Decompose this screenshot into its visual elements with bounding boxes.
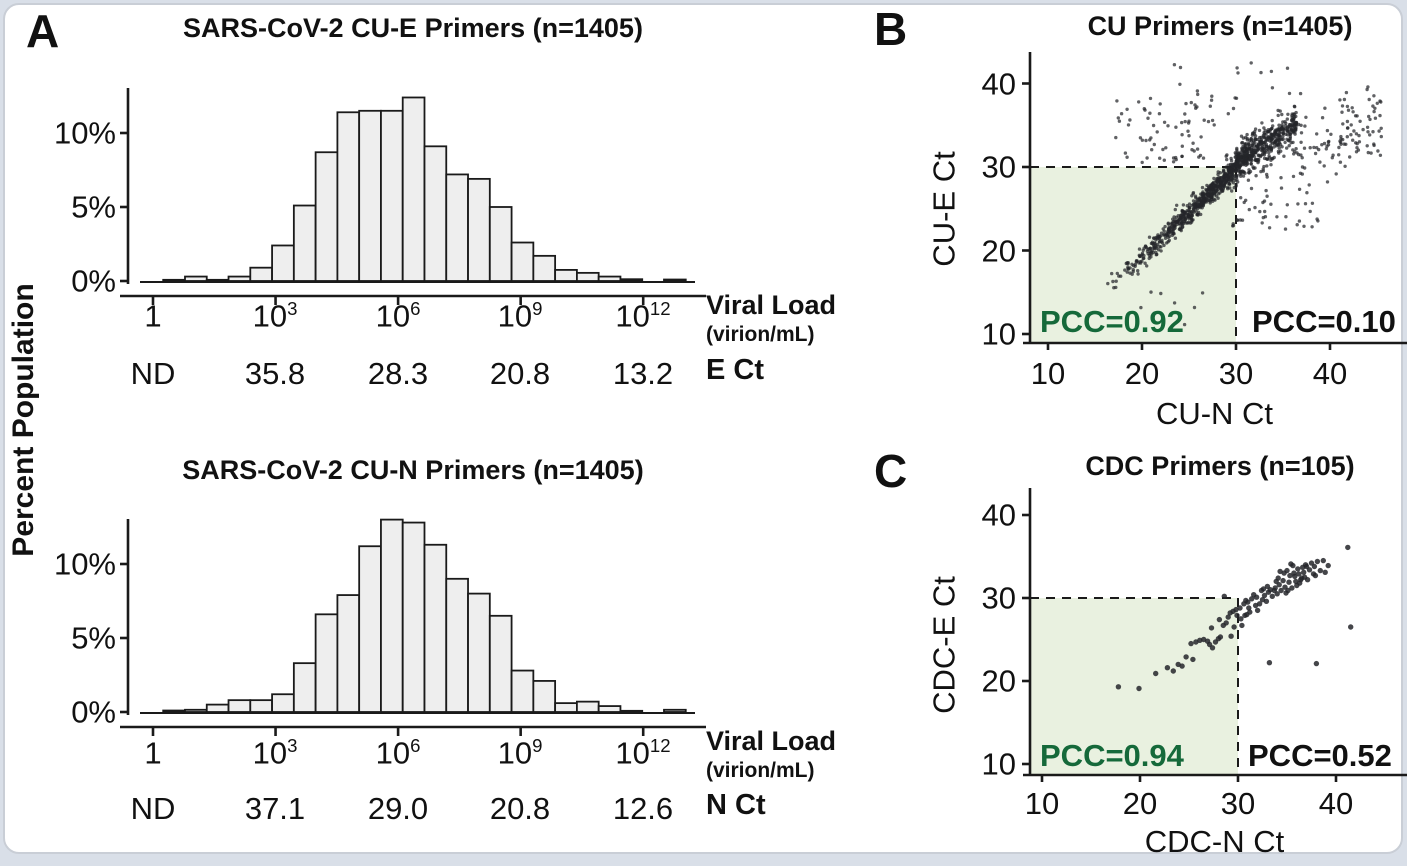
viral-load-axis-label: Viral Load — [706, 726, 837, 756]
viral-load-axis-unit: (virion/mL) — [706, 759, 815, 782]
hist-cun-title: SARS-CoV-2 CU-N Primers (n=1405) — [182, 455, 644, 485]
pcc-outside-value: PCC=0.10 — [1252, 304, 1396, 339]
viral-load-axis-label: Viral Load — [706, 290, 837, 320]
e-ct-row-label: E Ct — [706, 354, 764, 386]
scatter-cdc-plot — [1022, 488, 1407, 782]
panel-c-label: C — [874, 445, 908, 497]
scatter-cu-x-axis-label: CU-N Ct — [1155, 396, 1274, 431]
scatter-cdc-x-axis-label: CDC-N Ct — [1144, 824, 1285, 859]
scatter-cdc-title: CDC Primers (n=105) — [1085, 451, 1355, 481]
hist-cun-plot — [120, 518, 706, 736]
scatter-cu-y-axis-label: CU-E Ct — [926, 151, 962, 267]
scatter-cu-plot — [1022, 52, 1407, 350]
hist-cue-title: SARS-CoV-2 CU-E Primers (n=1405) — [183, 13, 643, 43]
pcc-inside-value: PCC=0.94 — [1040, 738, 1184, 773]
hist-cue-plot — [120, 88, 706, 305]
n-ct-row-label: N Ct — [706, 789, 766, 821]
pcc-inside-value: PCC=0.92 — [1040, 304, 1184, 339]
panel-a-label: A — [26, 5, 60, 57]
panel-b-label: B — [874, 3, 908, 55]
pcc-outside-value: PCC=0.52 — [1248, 738, 1392, 773]
scatter-cu-title: CU Primers (n=1405) — [1087, 11, 1353, 41]
shared-y-axis-label: Percent Population — [7, 283, 40, 557]
scatter-cdc-y-axis-label: CDC-E Ct — [926, 576, 962, 714]
viral-load-axis-unit: (virion/mL) — [706, 323, 815, 346]
